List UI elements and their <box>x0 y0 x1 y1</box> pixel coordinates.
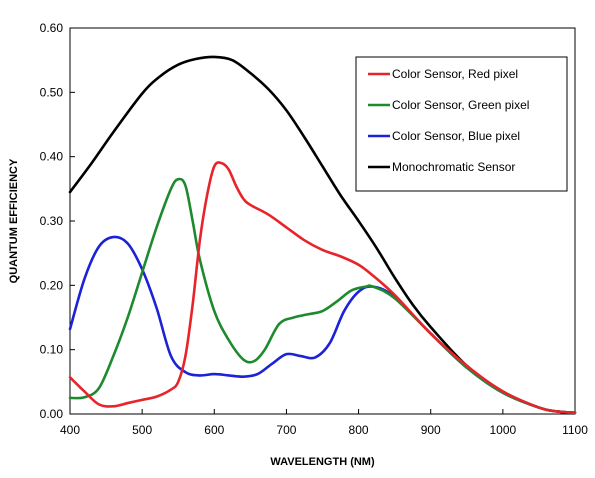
legend-box <box>355 56 568 192</box>
x-axis-title: WAVELENGTH (NM) <box>270 456 375 468</box>
x-tick-label: 500 <box>132 423 152 437</box>
plot-area: 0.00 0.10 0.20 0.30 0.40 0.50 0.60 400 500 600 70… <box>40 21 589 437</box>
y-tick-label: 0.40 <box>40 150 64 164</box>
legend-item-color-sensor-blue-pixel: Color Sensor, Blue pixel <box>368 129 520 143</box>
y-tick-label: 0.30 <box>40 214 64 228</box>
x-tick-label: 400 <box>60 423 80 437</box>
y-tick-label: 0.10 <box>40 343 64 357</box>
x-tick-label: 900 <box>421 423 441 437</box>
y-tick-label: 0.60 <box>40 21 64 35</box>
legend-item-monochromatic-sensor: Monochromatic Sensor <box>368 160 515 174</box>
series-line-color-sensor-red-pixel <box>68 161 577 415</box>
legend: Color Sensor, Red pixel Color Sensor, Gre… <box>355 56 568 192</box>
legend-label: Color Sensor, Blue pixel <box>392 129 520 143</box>
y-tick-label: 0.50 <box>40 85 64 99</box>
series-lines <box>68 55 577 415</box>
x-tick-label: 600 <box>204 423 224 437</box>
legend-label: Color Sensor, Red pixel <box>392 67 518 81</box>
y-axis: 0.00 0.10 0.20 0.30 0.40 0.50 0.60 <box>40 21 75 421</box>
x-tick-label: 1100 <box>562 423 588 437</box>
x-tick-label: 800 <box>349 423 369 437</box>
legend-item-color-sensor-red-pixel: Color Sensor, Red pixel <box>368 67 518 81</box>
legend-item-color-sensor-green-pixel: Color Sensor, Green pixel <box>368 98 529 112</box>
legend-label: Monochromatic Sensor <box>392 160 515 174</box>
legend-label: Color Sensor, Green pixel <box>392 98 529 112</box>
y-axis-title: QUANTUM EFFICIENCY <box>8 158 20 283</box>
y-tick-label: 0.20 <box>40 278 64 292</box>
x-axis: 400 500 600 700 800 900 1000 1100 <box>60 409 588 437</box>
x-tick-label: 700 <box>276 423 296 437</box>
x-tick-label: 1000 <box>490 423 517 437</box>
y-tick-label: 0.00 <box>40 407 64 421</box>
series-line-color-sensor-green-pixel <box>68 177 577 415</box>
